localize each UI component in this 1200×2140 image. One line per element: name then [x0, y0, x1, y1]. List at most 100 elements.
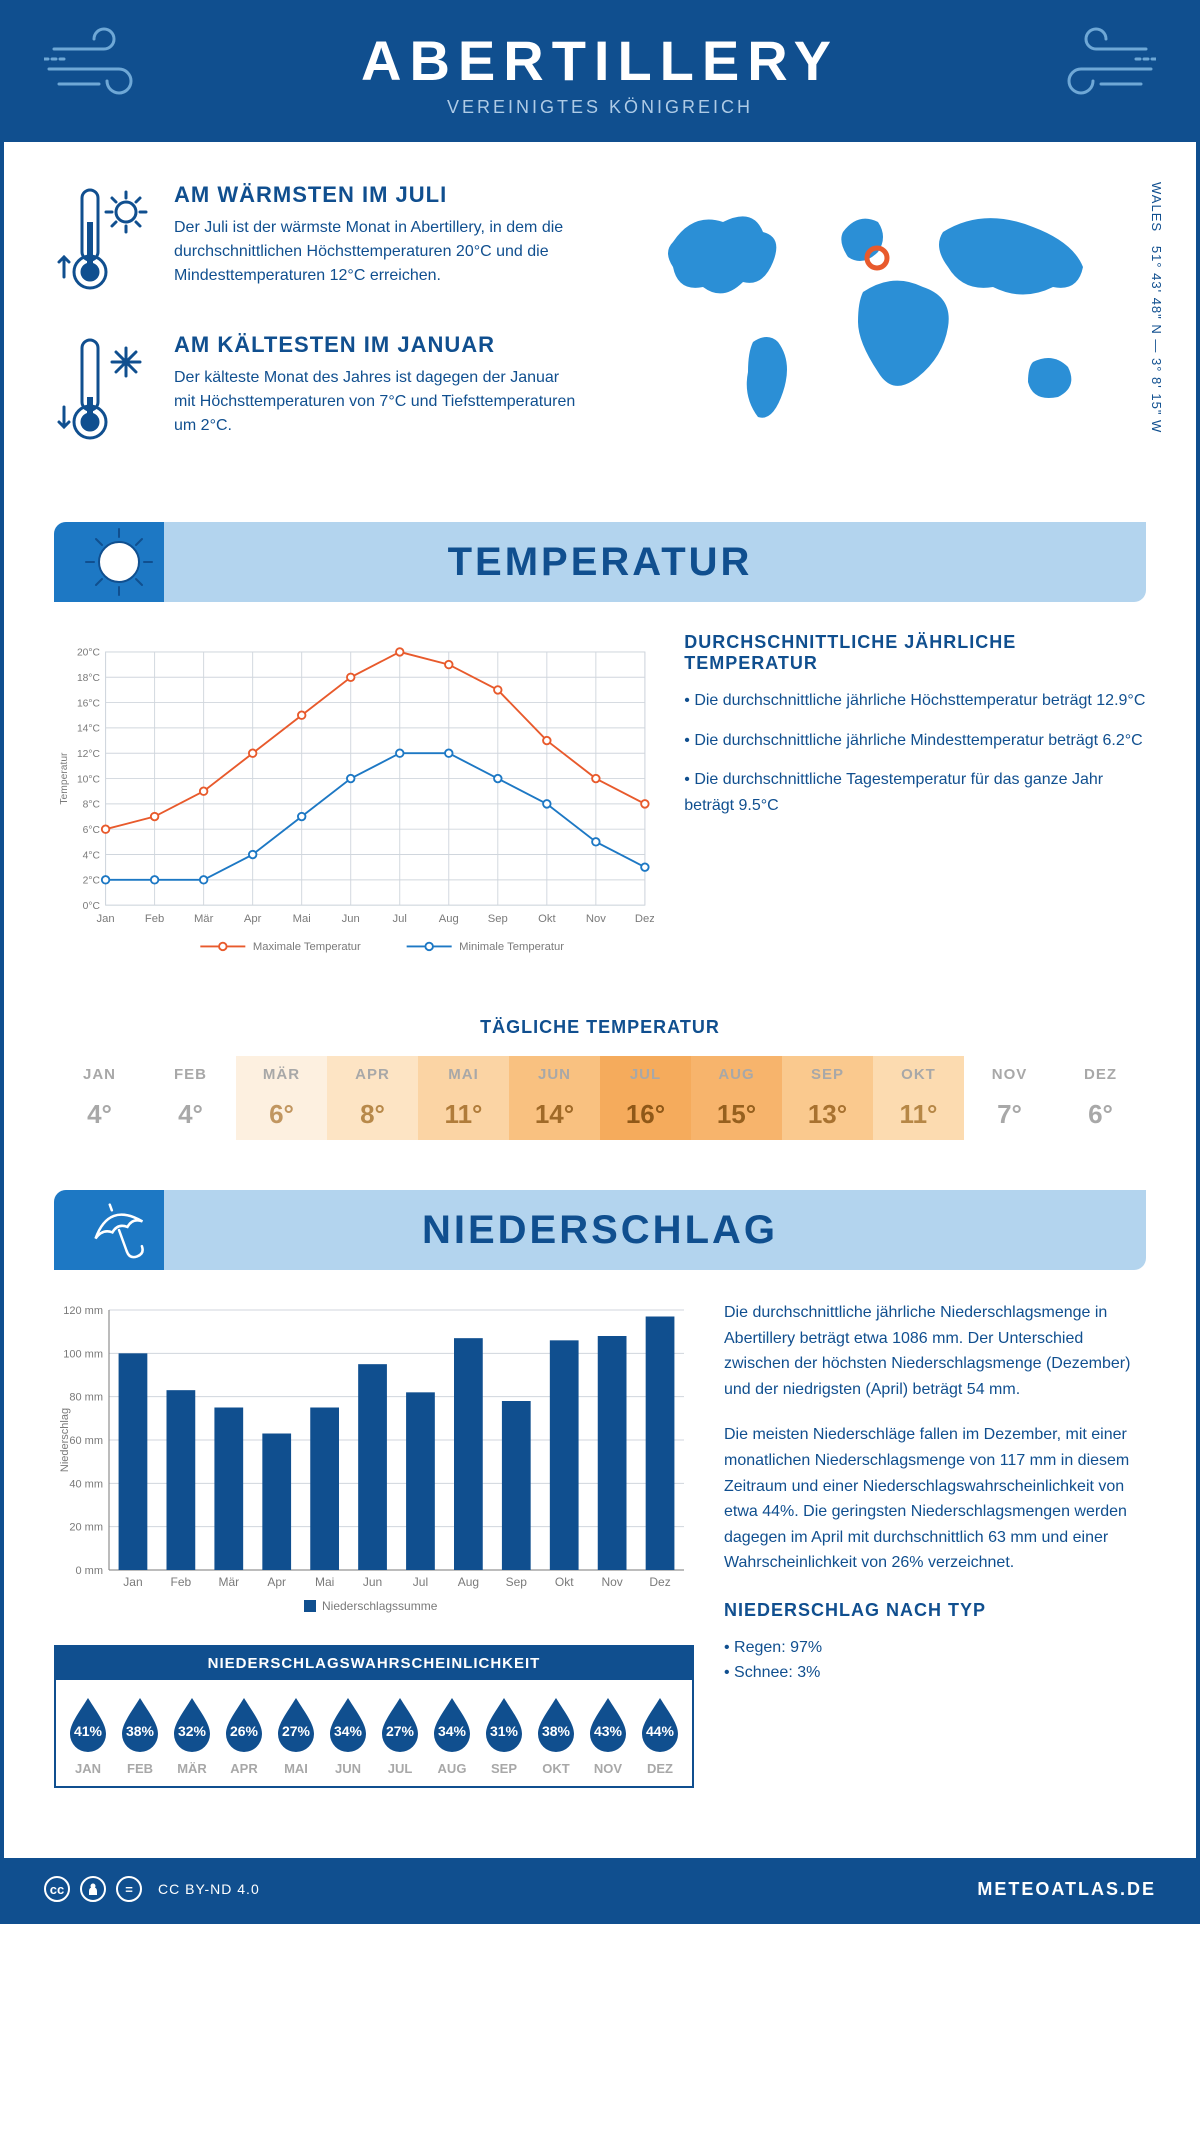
probability-drop: 27%MAI — [272, 1694, 320, 1776]
thermometer-snow-icon — [54, 332, 154, 452]
country-subtitle: VEREINIGTES KÖNIGREICH — [44, 97, 1156, 118]
probability-drop: 32%MÄR — [168, 1694, 216, 1776]
precip-left: 0 mm20 mm40 mm60 mm80 mm100 mm120 mmNied… — [54, 1300, 694, 1788]
coordinates: WALES 51° 43' 48" N — 3° 8' 15" W — [1149, 182, 1164, 433]
coldest-block: AM KÄLTESTEN IM JANUAR Der kälteste Mona… — [54, 332, 580, 452]
svg-text:Dez: Dez — [635, 913, 654, 925]
section-bar-precip: NIEDERSCHLAG — [54, 1190, 1146, 1270]
svg-text:6°C: 6°C — [83, 825, 101, 836]
temp-note-2: • Die durchschnittliche jährliche Mindes… — [684, 728, 1146, 754]
svg-text:Temperatur: Temperatur — [59, 752, 70, 805]
section-bar-temp: TEMPERATUR — [54, 522, 1146, 602]
section-title-precip: NIEDERSCHLAG — [422, 1208, 778, 1253]
cc-icon: cc — [44, 1876, 70, 1902]
warmest-block: AM WÄRMSTEN IM JULI Der Juli ist der wär… — [54, 182, 580, 302]
wind-icon-left — [44, 24, 164, 104]
svg-text:Jul: Jul — [393, 913, 407, 925]
coldest-text: AM KÄLTESTEN IM JANUAR Der kälteste Mona… — [174, 332, 580, 452]
daily-temp-grid: JAN4°FEB4°MÄR6°APR8°MAI11°JUN14°JUL16°AU… — [54, 1056, 1146, 1140]
svg-text:Okt: Okt — [538, 913, 556, 925]
daily-cell: DEZ6° — [1055, 1056, 1146, 1140]
svg-text:27%: 27% — [282, 1723, 311, 1739]
daily-cell: NOV7° — [964, 1056, 1055, 1140]
probability-drop: 26%APR — [220, 1694, 268, 1776]
precip-type-2: • Schnee: 3% — [724, 1660, 1146, 1686]
temp-chart: 0°C2°C4°C6°C8°C10°C12°C14°C16°C18°C20°CJ… — [54, 632, 654, 977]
svg-text:Niederschlag: Niederschlag — [59, 1408, 71, 1472]
probability-drop: 43%NOV — [584, 1694, 632, 1776]
daily-cell: APR8° — [327, 1056, 418, 1140]
svg-text:80 mm: 80 mm — [69, 1392, 103, 1404]
svg-text:Maximale Temperatur: Maximale Temperatur — [253, 941, 361, 953]
svg-text:Mär: Mär — [218, 1575, 239, 1589]
footer: cc = CC BY-ND 4.0 METEOATLAS.DE — [4, 1858, 1196, 1920]
wind-icon-right — [1036, 24, 1156, 104]
city-title: ABERTILLERY — [44, 28, 1156, 93]
infographic-page: ABERTILLERY VEREINIGTES KÖNIGREICH — [0, 0, 1200, 1924]
svg-text:Aug: Aug — [458, 1575, 479, 1589]
precip-p1: Die durchschnittliche jährliche Niedersc… — [724, 1300, 1146, 1402]
temp-note-3: • Die durchschnittliche Tagestemperatur … — [684, 767, 1146, 818]
svg-text:Nov: Nov — [586, 913, 606, 925]
probability-drop: 34%JUN — [324, 1694, 372, 1776]
svg-text:Okt: Okt — [555, 1575, 574, 1589]
site-name: METEOATLAS.DE — [977, 1879, 1156, 1900]
svg-text:Jan: Jan — [123, 1575, 142, 1589]
daily-title: TÄGLICHE TEMPERATUR — [54, 1017, 1146, 1038]
svg-text:Jun: Jun — [342, 913, 360, 925]
svg-text:10°C: 10°C — [77, 774, 101, 785]
svg-text:Minimale Temperatur: Minimale Temperatur — [459, 941, 564, 953]
warmest-text: AM WÄRMSTEN IM JULI Der Juli ist der wär… — [174, 182, 580, 302]
section-title-temp: TEMPERATUR — [448, 540, 753, 585]
daily-cell: AUG15° — [691, 1056, 782, 1140]
daily-cell: FEB4° — [145, 1056, 236, 1140]
content: AM WÄRMSTEN IM JULI Der Juli ist der wär… — [4, 142, 1196, 1828]
daily-cell: JUL16° — [600, 1056, 691, 1140]
precip-type-1: • Regen: 97% — [724, 1635, 1146, 1661]
by-icon — [80, 1876, 106, 1902]
svg-text:31%: 31% — [490, 1723, 519, 1739]
license-text: CC BY-ND 4.0 — [158, 1881, 260, 1897]
svg-text:27%: 27% — [386, 1723, 415, 1739]
svg-text:12°C: 12°C — [77, 749, 101, 760]
svg-text:16°C: 16°C — [77, 698, 101, 709]
daily-cell: MAI11° — [418, 1056, 509, 1140]
temp-row: 0°C2°C4°C6°C8°C10°C12°C14°C16°C18°C20°CJ… — [54, 632, 1146, 977]
svg-text:38%: 38% — [126, 1723, 155, 1739]
svg-text:Mai: Mai — [293, 913, 311, 925]
coldest-title: AM KÄLTESTEN IM JANUAR — [174, 332, 580, 358]
probability-box: NIEDERSCHLAGSWAHRSCHEINLICHKEIT 41%JAN38… — [54, 1645, 694, 1788]
svg-text:Nov: Nov — [601, 1575, 622, 1589]
intro-left: AM WÄRMSTEN IM JULI Der Juli ist der wär… — [54, 182, 580, 482]
svg-text:26%: 26% — [230, 1723, 259, 1739]
precip-p2: Die meisten Niederschläge fallen im Deze… — [724, 1422, 1146, 1576]
region-label: WALES — [1149, 182, 1164, 232]
svg-text:Mär: Mär — [194, 913, 214, 925]
daily-cell: JAN4° — [54, 1056, 145, 1140]
nd-icon: = — [116, 1876, 142, 1902]
probability-drop: 38%OKT — [532, 1694, 580, 1776]
svg-text:34%: 34% — [334, 1723, 363, 1739]
svg-text:18°C: 18°C — [77, 673, 101, 684]
svg-text:20 mm: 20 mm — [69, 1522, 103, 1534]
svg-text:41%: 41% — [74, 1723, 103, 1739]
probability-drop: 27%JUL — [376, 1694, 424, 1776]
svg-text:Dez: Dez — [649, 1575, 670, 1589]
svg-text:14°C: 14°C — [77, 724, 101, 735]
warmest-desc: Der Juli ist der wärmste Monat in Aberti… — [174, 216, 580, 288]
svg-text:60 mm: 60 mm — [69, 1435, 103, 1447]
footer-left: cc = CC BY-ND 4.0 — [44, 1876, 260, 1902]
svg-text:2°C: 2°C — [83, 876, 101, 887]
latlon-label: 51° 43' 48" N — 3° 8' 15" W — [1149, 246, 1164, 433]
probability-drop: 34%AUG — [428, 1694, 476, 1776]
temp-notes-title: DURCHSCHNITTLICHE JÄHRLICHE TEMPERATUR — [684, 632, 1146, 674]
intro-right: WALES 51° 43' 48" N — 3° 8' 15" W — [620, 182, 1146, 482]
svg-text:44%: 44% — [646, 1723, 675, 1739]
probability-title: NIEDERSCHLAGSWAHRSCHEINLICHKEIT — [56, 1647, 692, 1680]
svg-text:8°C: 8°C — [83, 800, 101, 811]
daily-cell: MÄR6° — [236, 1056, 327, 1140]
probability-row: 41%JAN38%FEB32%MÄR26%APR27%MAI34%JUN27%J… — [56, 1680, 692, 1786]
header: ABERTILLERY VEREINIGTES KÖNIGREICH — [4, 4, 1196, 142]
probability-drop: 31%SEP — [480, 1694, 528, 1776]
svg-text:Mai: Mai — [315, 1575, 334, 1589]
